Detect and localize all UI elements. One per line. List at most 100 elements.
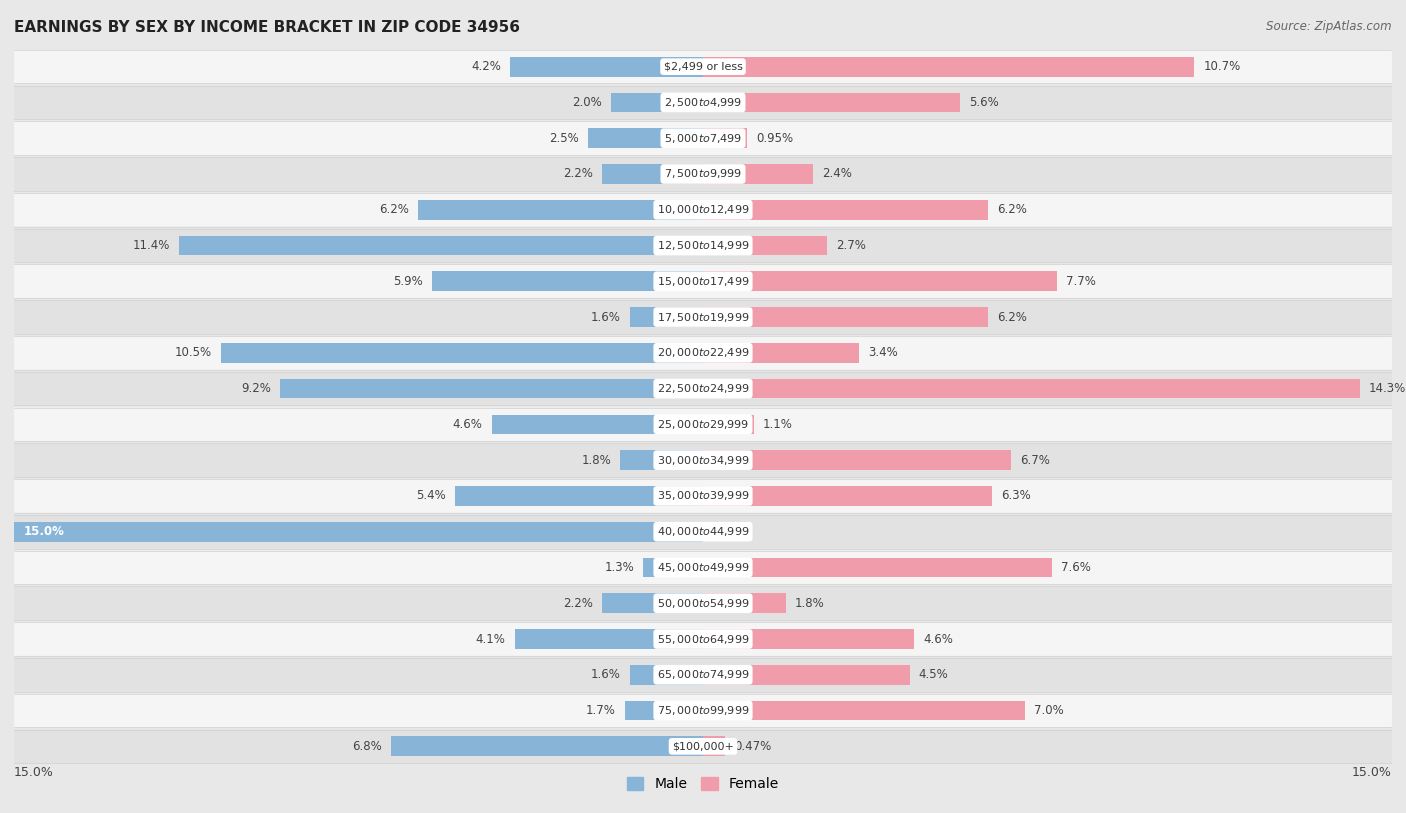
Text: 2.0%: 2.0% — [572, 96, 602, 109]
Text: 7.0%: 7.0% — [1033, 704, 1063, 717]
Text: Source: ZipAtlas.com: Source: ZipAtlas.com — [1267, 20, 1392, 33]
Text: $2,499 or less: $2,499 or less — [664, 62, 742, 72]
Text: $45,000 to $49,999: $45,000 to $49,999 — [657, 561, 749, 574]
Text: 2.2%: 2.2% — [562, 597, 593, 610]
Text: 5.6%: 5.6% — [969, 96, 1000, 109]
Bar — [703, 737, 724, 756]
Text: 2.2%: 2.2% — [562, 167, 593, 180]
Text: $100,000+: $100,000+ — [672, 741, 734, 751]
Bar — [703, 701, 1025, 720]
Bar — [703, 593, 786, 613]
Text: 1.6%: 1.6% — [591, 311, 620, 324]
Text: 4.1%: 4.1% — [475, 633, 506, 646]
Bar — [14, 522, 703, 541]
Bar — [602, 164, 703, 184]
FancyBboxPatch shape — [14, 193, 1392, 227]
Bar — [418, 200, 703, 220]
Text: 15.0%: 15.0% — [14, 766, 53, 779]
Bar — [644, 558, 703, 577]
Bar — [703, 93, 960, 112]
Text: $2,500 to $4,999: $2,500 to $4,999 — [664, 96, 742, 109]
Bar — [180, 236, 703, 255]
Text: 10.7%: 10.7% — [1204, 60, 1241, 73]
Text: 6.8%: 6.8% — [352, 740, 381, 753]
Bar — [703, 558, 1052, 577]
FancyBboxPatch shape — [14, 85, 1392, 120]
FancyBboxPatch shape — [14, 693, 1392, 728]
Text: 4.2%: 4.2% — [471, 60, 501, 73]
Text: 11.4%: 11.4% — [132, 239, 170, 252]
Bar — [703, 415, 754, 434]
Bar — [703, 343, 859, 363]
Bar — [703, 128, 747, 148]
Text: $10,000 to $12,499: $10,000 to $12,499 — [657, 203, 749, 216]
Text: $35,000 to $39,999: $35,000 to $39,999 — [657, 489, 749, 502]
Bar — [620, 450, 703, 470]
Text: 1.7%: 1.7% — [586, 704, 616, 717]
Bar — [703, 236, 827, 255]
Text: 6.2%: 6.2% — [997, 311, 1026, 324]
FancyBboxPatch shape — [14, 264, 1392, 298]
Bar — [612, 93, 703, 112]
Text: 15.0%: 15.0% — [1353, 766, 1392, 779]
Text: 1.8%: 1.8% — [582, 454, 612, 467]
Text: $12,500 to $14,999: $12,500 to $14,999 — [657, 239, 749, 252]
Bar — [456, 486, 703, 506]
Text: $7,500 to $9,999: $7,500 to $9,999 — [664, 167, 742, 180]
Text: 6.3%: 6.3% — [1001, 489, 1031, 502]
Bar — [630, 665, 703, 685]
Bar — [391, 737, 703, 756]
Text: $50,000 to $54,999: $50,000 to $54,999 — [657, 597, 749, 610]
FancyBboxPatch shape — [14, 658, 1392, 692]
Text: $30,000 to $34,999: $30,000 to $34,999 — [657, 454, 749, 467]
Text: 5.4%: 5.4% — [416, 489, 446, 502]
Text: 1.8%: 1.8% — [794, 597, 824, 610]
FancyBboxPatch shape — [14, 550, 1392, 585]
Text: 7.6%: 7.6% — [1062, 561, 1091, 574]
Text: 4.6%: 4.6% — [924, 633, 953, 646]
Bar — [515, 629, 703, 649]
Bar — [703, 164, 813, 184]
FancyBboxPatch shape — [14, 121, 1392, 155]
Text: 1.6%: 1.6% — [591, 668, 620, 681]
FancyBboxPatch shape — [14, 300, 1392, 334]
FancyBboxPatch shape — [14, 407, 1392, 441]
Legend: Male, Female: Male, Female — [621, 772, 785, 797]
Text: $15,000 to $17,499: $15,000 to $17,499 — [657, 275, 749, 288]
Bar — [703, 307, 988, 327]
FancyBboxPatch shape — [14, 443, 1392, 477]
Bar — [624, 701, 703, 720]
Text: $5,000 to $7,499: $5,000 to $7,499 — [664, 132, 742, 145]
Text: EARNINGS BY SEX BY INCOME BRACKET IN ZIP CODE 34956: EARNINGS BY SEX BY INCOME BRACKET IN ZIP… — [14, 20, 520, 35]
Bar — [280, 379, 703, 398]
Bar — [492, 415, 703, 434]
FancyBboxPatch shape — [14, 228, 1392, 263]
FancyBboxPatch shape — [14, 515, 1392, 549]
Bar — [703, 379, 1360, 398]
Text: $17,500 to $19,999: $17,500 to $19,999 — [657, 311, 749, 324]
Text: 6.2%: 6.2% — [380, 203, 409, 216]
Bar — [703, 629, 914, 649]
Bar — [221, 343, 703, 363]
Text: 15.0%: 15.0% — [24, 525, 65, 538]
Bar — [588, 128, 703, 148]
Bar — [510, 57, 703, 76]
Text: $22,500 to $24,999: $22,500 to $24,999 — [657, 382, 749, 395]
Text: 1.3%: 1.3% — [605, 561, 634, 574]
Bar — [703, 57, 1195, 76]
Text: 2.7%: 2.7% — [837, 239, 866, 252]
Bar — [432, 272, 703, 291]
Bar — [703, 200, 988, 220]
Text: 2.4%: 2.4% — [823, 167, 852, 180]
FancyBboxPatch shape — [14, 729, 1392, 763]
Text: $55,000 to $64,999: $55,000 to $64,999 — [657, 633, 749, 646]
Text: 4.6%: 4.6% — [453, 418, 482, 431]
Text: 4.5%: 4.5% — [920, 668, 949, 681]
Text: $75,000 to $99,999: $75,000 to $99,999 — [657, 704, 749, 717]
Bar — [602, 593, 703, 613]
Text: 3.4%: 3.4% — [869, 346, 898, 359]
Bar — [703, 450, 1011, 470]
Text: 14.3%: 14.3% — [1369, 382, 1406, 395]
Text: 1.1%: 1.1% — [762, 418, 793, 431]
Text: 0.47%: 0.47% — [734, 740, 770, 753]
